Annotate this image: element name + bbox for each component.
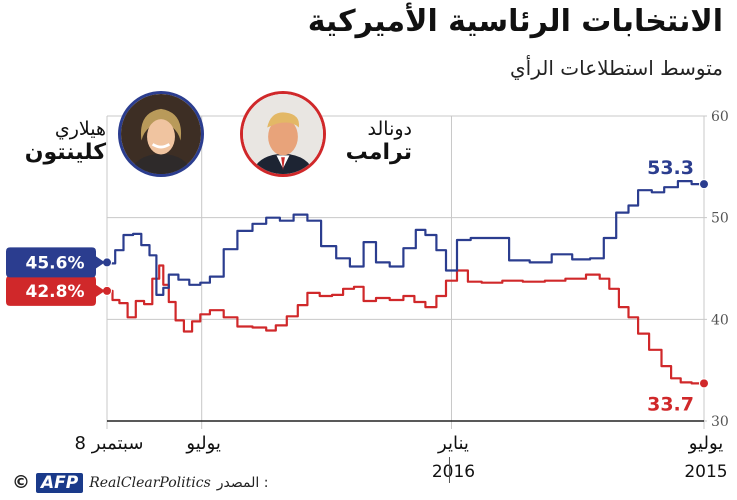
xtick-year-0: 2015: [684, 462, 727, 482]
ytick-label-60: 60: [711, 109, 729, 125]
xtick-month-0: يوليو: [688, 433, 724, 454]
clinton-end-badge-pointer: [96, 256, 105, 269]
clinton-last-name: كلينتون: [24, 140, 106, 165]
trump-end-badge-pointer: [96, 284, 105, 297]
clinton-portrait-image: [121, 94, 201, 174]
trump-name: دونالد ترامب: [346, 118, 412, 165]
xtick-month-2: يوليو: [185, 433, 221, 454]
clinton-portrait: [118, 91, 204, 177]
page-subtitle: متوسط استطلاعات الرأي: [510, 56, 723, 80]
trump-end-badge: [6, 275, 96, 306]
clinton-start-value-label: 53.3: [647, 157, 694, 179]
source-name: RealClearPolitics: [89, 474, 211, 491]
trump-end-value-label: 42.8%: [26, 282, 85, 302]
ytick-label-50: 50: [711, 211, 729, 227]
clinton-name: هيلاري كلينتون: [25, 118, 106, 165]
xtick-month-1: يناير: [437, 433, 469, 454]
page-title: الانتخابات الرئاسية الأميركية: [307, 4, 723, 39]
ytick-label-30: 30: [711, 414, 729, 430]
clinton-start-point: [699, 179, 709, 190]
clinton-end-value-label: 45.6%: [26, 253, 85, 273]
clinton-end-badge: [6, 247, 96, 278]
ytick-label-40: 40: [711, 312, 729, 328]
trump-last-name: ترامب: [345, 140, 412, 165]
trump-series-line: [107, 264, 704, 385]
afp-logo: AFP: [36, 472, 84, 493]
clinton-series-line: [105, 180, 704, 296]
footer: © AFP RealClearPolitics : المصدر: [12, 472, 268, 493]
xtick-year-1: 2016: [432, 462, 475, 482]
copyright-symbol: ©: [12, 472, 30, 493]
clinton-first-name: هيلاري: [54, 118, 106, 140]
xtick-month-3: 8 سبتمبر: [75, 433, 144, 454]
trump-start-point: [699, 378, 709, 389]
trump-first-name: دونالد: [367, 118, 412, 140]
trump-portrait: [240, 91, 326, 177]
trump-start-value-label: 33.7: [647, 393, 694, 415]
source-label: : المصدر: [216, 474, 269, 491]
trump-portrait-image: [243, 94, 323, 174]
